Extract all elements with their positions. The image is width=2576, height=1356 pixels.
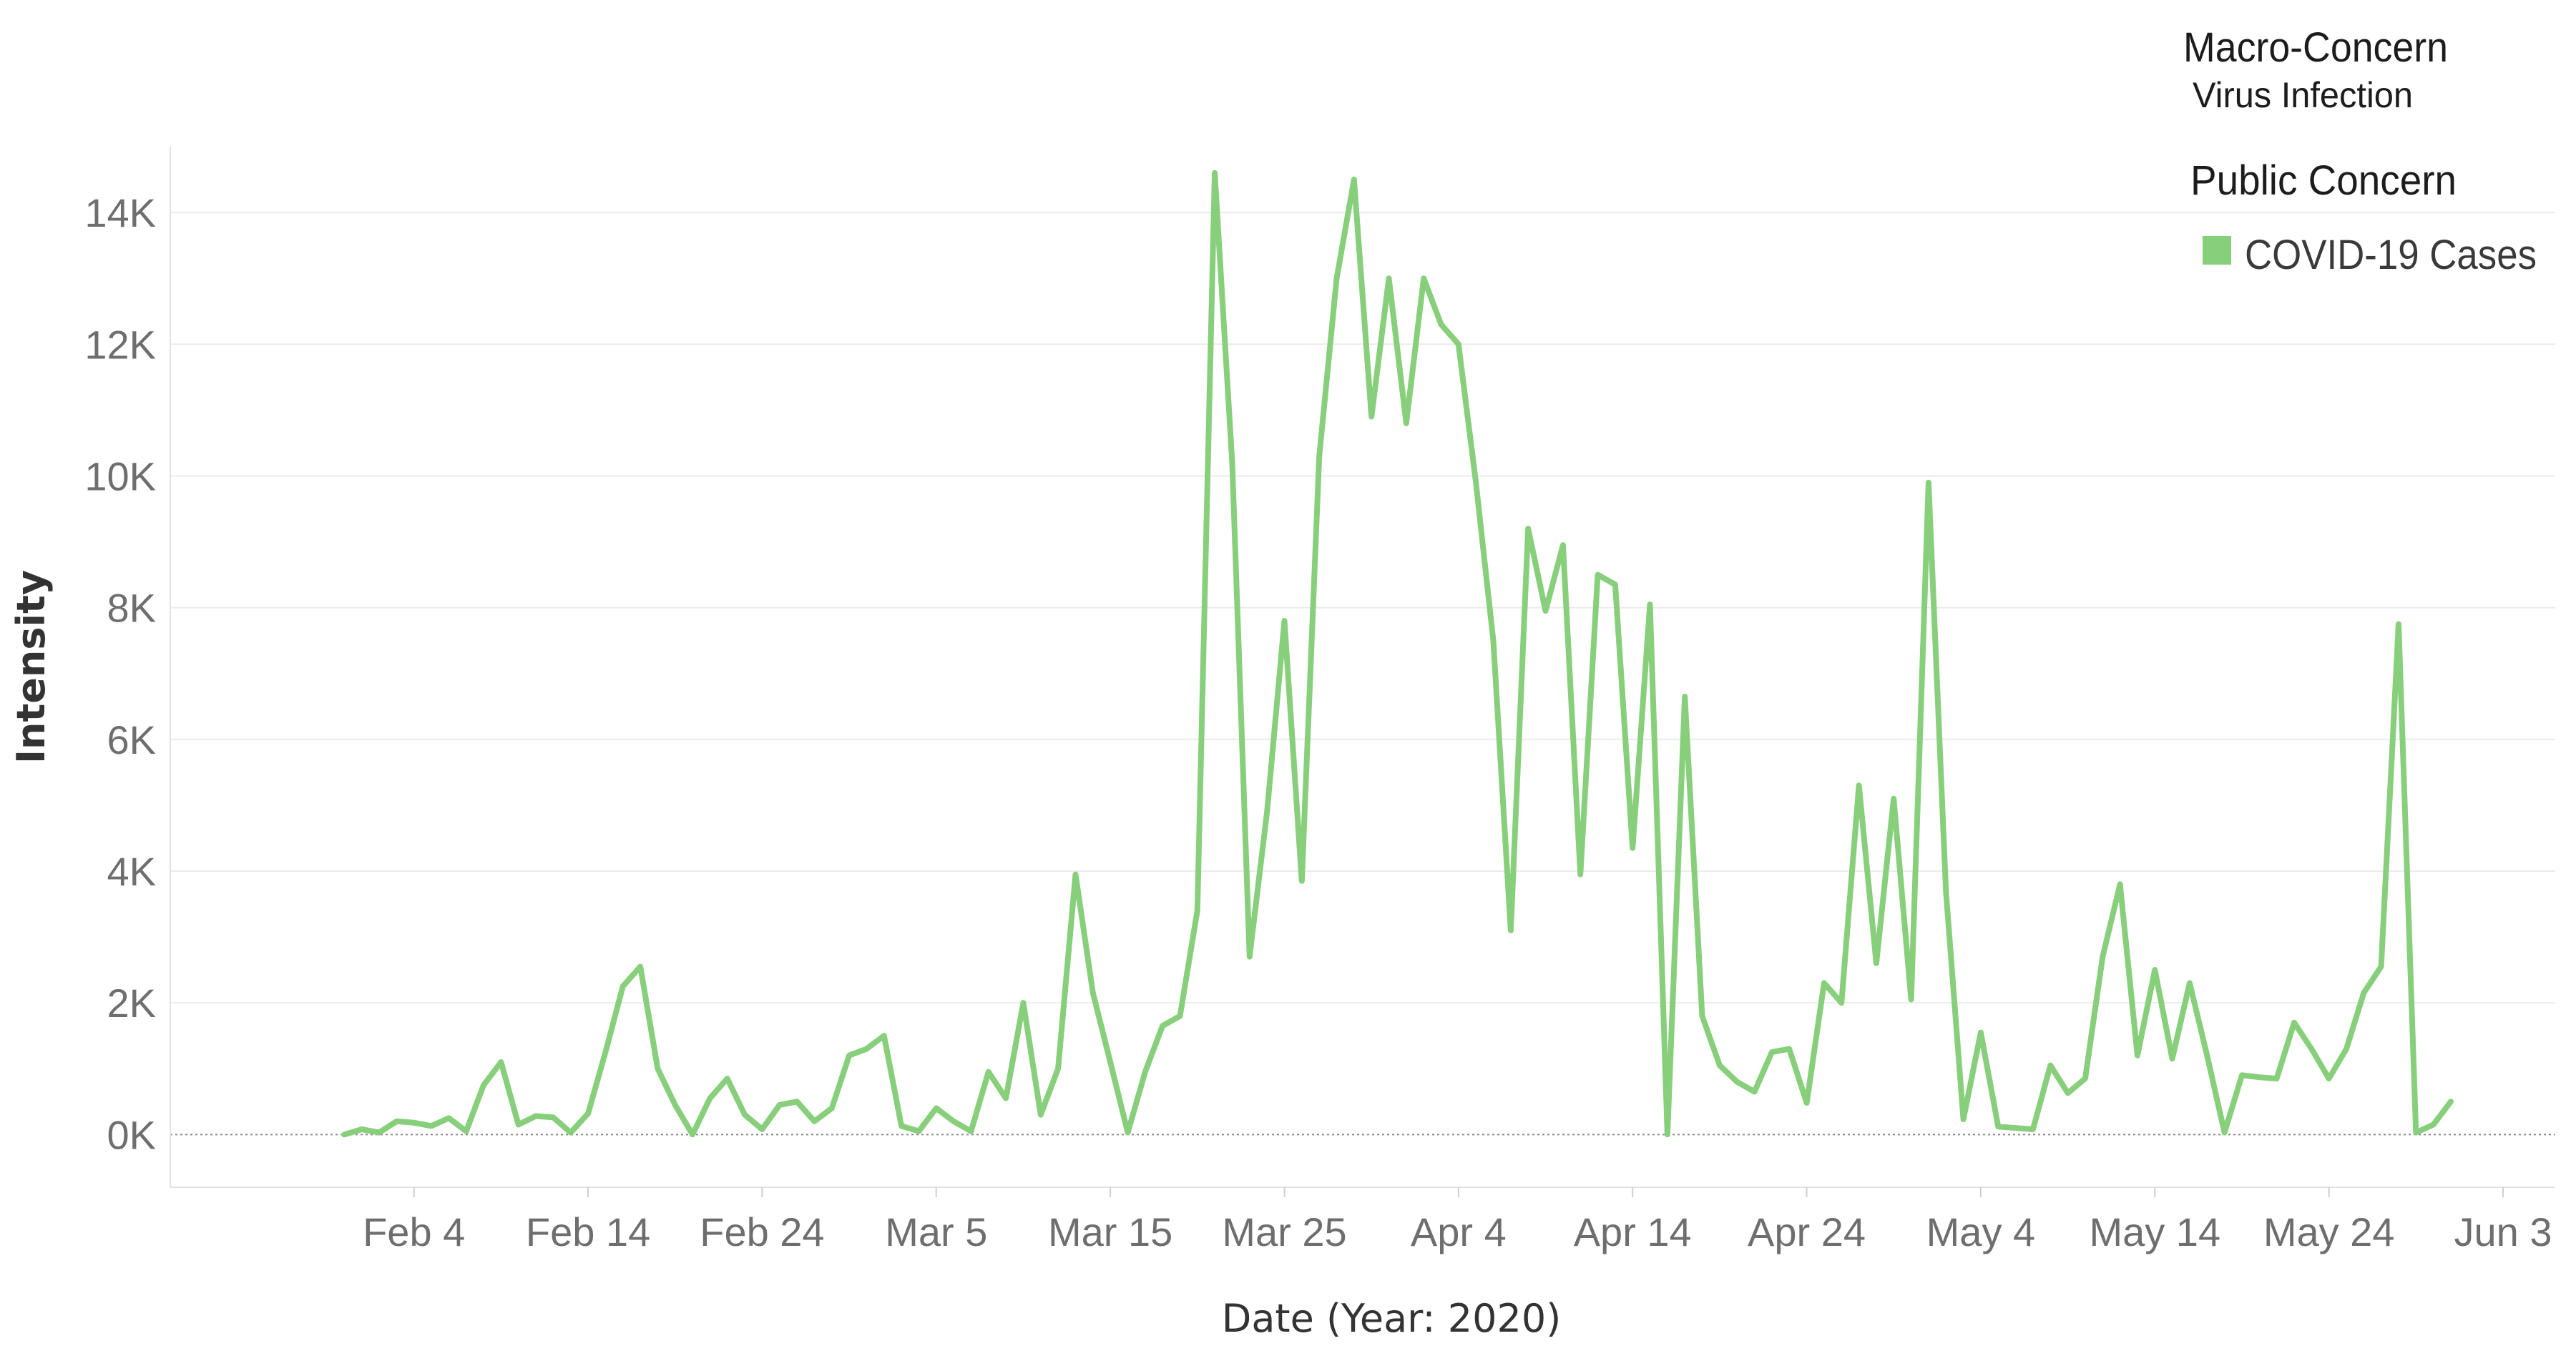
x-tick-label: Apr 14	[1574, 1209, 1692, 1254]
x-tick-labels: Feb 4 Feb 14 Feb 24 Mar 5 Mar 15 Mar 25 Apr 4 A…	[363, 1187, 2552, 1254]
x-tick-label: Feb 24	[700, 1209, 824, 1254]
x-tick-label: Mar 5	[885, 1209, 987, 1254]
series-layer	[341, 170, 2454, 1138]
y-tick-label: 14K	[84, 190, 156, 235]
y-tick-labels: 0K 2K 4K 6K 8K 10K 12K 14K	[84, 190, 156, 1157]
y-tick-label: 0K	[107, 1112, 157, 1157]
y-tick-label: 4K	[107, 849, 157, 894]
legend-macro-value: Virus Infection	[2193, 75, 2413, 115]
axes	[170, 147, 2555, 1188]
x-tick-label: May 24	[2263, 1209, 2395, 1254]
y-tick-label: 6K	[107, 717, 157, 762]
x-tick-label: Mar 15	[1048, 1209, 1172, 1254]
series-line-covid-19-cases	[341, 170, 2454, 1138]
legend-public-title: Public Concern	[2190, 157, 2457, 204]
x-tick-label: May 4	[1926, 1209, 2036, 1254]
x-tick-label: May 14	[2089, 1209, 2220, 1254]
y-axis-title: Intensity	[9, 570, 54, 764]
legend-swatch-covid-19-cases	[2203, 236, 2231, 265]
gridlines	[170, 212, 2555, 1136]
x-tick-label: Jun 3	[2454, 1209, 2552, 1254]
legend-item-covid-19-cases: COVID-19 Cases	[2245, 232, 2537, 278]
x-tick-label: Feb 4	[363, 1209, 465, 1254]
x-axis-title: Date (Year: 2020)	[1222, 1296, 1562, 1341]
y-tick-label: 10K	[84, 453, 156, 498]
x-tick-label: Apr 24	[1748, 1209, 1866, 1254]
x-tick-label: Apr 4	[1411, 1209, 1507, 1254]
x-tick-label: Mar 25	[1222, 1209, 1346, 1254]
legend: Macro-Concern Virus Infection Public Con…	[2183, 24, 2537, 278]
x-tick-label: Feb 14	[526, 1209, 650, 1254]
legend-macro-title: Macro-Concern	[2183, 24, 2448, 71]
y-tick-label: 12K	[84, 322, 156, 367]
y-tick-label: 2K	[107, 981, 157, 1026]
y-tick-label: 8K	[107, 586, 157, 631]
